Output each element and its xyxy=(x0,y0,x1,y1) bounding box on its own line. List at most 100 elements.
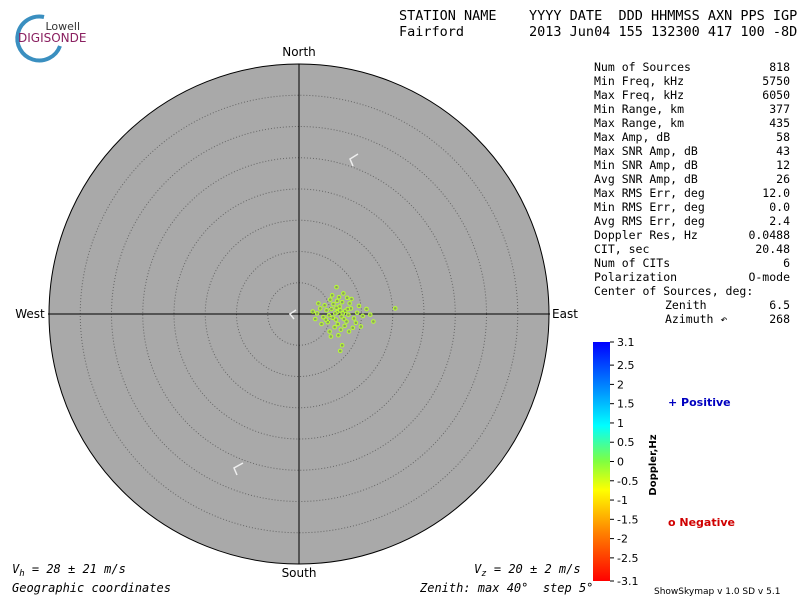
colorbar-tick-label: 3.1 xyxy=(617,336,635,349)
source-point xyxy=(338,327,344,332)
vz-sub: z xyxy=(481,569,486,579)
stat-value: 12.0 xyxy=(762,186,790,200)
source-point xyxy=(356,303,362,309)
source-point xyxy=(317,306,323,311)
logo-top: Lowell xyxy=(45,20,80,33)
source-point xyxy=(341,291,346,296)
stat-label: Num of CITs xyxy=(594,256,670,270)
source-point xyxy=(336,294,342,300)
colorbar-tick-label: -2 xyxy=(617,533,628,546)
stat-label: Min Range, km xyxy=(594,102,684,116)
stat-label: Max Amp, dB xyxy=(594,130,670,144)
source-point xyxy=(337,348,343,354)
header-columns: STATION NAME YYYY DATE DDD HHMMSS AXN PP… xyxy=(399,8,797,24)
source-point xyxy=(349,296,354,302)
stat-value: 43 xyxy=(776,144,790,158)
source-point xyxy=(326,312,332,318)
south-label: South xyxy=(282,566,317,580)
source-point xyxy=(346,329,352,334)
vh-text: = 28 ± 21 m/s xyxy=(25,562,126,576)
positive-legend: + Positive xyxy=(668,396,731,409)
source-point xyxy=(334,298,340,304)
stat-value: 58 xyxy=(776,130,790,144)
colorbar-tick-label: 1 xyxy=(617,417,624,430)
source-point xyxy=(323,317,329,322)
source-point xyxy=(347,301,352,306)
source-point xyxy=(312,316,318,322)
colorbar-tick-label: 1.5 xyxy=(617,398,635,411)
center-value: 6.5 xyxy=(769,298,790,312)
coords-label: Geographic coordinates xyxy=(12,581,171,595)
source-point xyxy=(310,309,316,314)
center-label: Zenith xyxy=(665,298,707,312)
stat-label: Min SNR Amp, dB xyxy=(594,158,698,172)
source-point xyxy=(324,307,329,313)
stat-value: 20.48 xyxy=(755,242,790,256)
stat-label: Min Freq, kHz xyxy=(594,74,684,88)
source-point xyxy=(339,342,345,348)
colorbar-tick-label: -0.5 xyxy=(617,475,638,488)
colorbar-tick-label: 2.5 xyxy=(617,359,635,372)
vz-v: V xyxy=(474,562,482,576)
source-point xyxy=(334,305,339,311)
colorbar-tick-label: 0 xyxy=(617,456,624,469)
source-point xyxy=(331,301,336,307)
vh-sub: h xyxy=(19,569,24,579)
stat-value: 12 xyxy=(776,158,790,172)
source-point xyxy=(360,313,366,319)
header-values: Fairford 2013 Jun04 155 132300 417 100 -… xyxy=(399,24,797,40)
center-label: Azimuth ↶ xyxy=(665,312,727,326)
vz-label: Vz = 20 ± 2 m/s xyxy=(474,562,581,579)
stat-value: 2.4 xyxy=(769,214,790,228)
north-label: North xyxy=(282,45,316,59)
source-point xyxy=(322,302,327,308)
source-point xyxy=(316,301,321,306)
stat-value: 26 xyxy=(776,172,790,186)
source-point xyxy=(353,320,359,326)
colorbar-tick-label: 2 xyxy=(617,378,624,391)
source-point xyxy=(335,321,341,327)
negative-legend: o Negative xyxy=(668,516,735,529)
vz-text: = 20 ± 2 m/s xyxy=(487,562,581,576)
source-point xyxy=(371,319,376,324)
source-point xyxy=(329,306,334,312)
source-point xyxy=(327,329,332,334)
colorbar-tick-label: 0.5 xyxy=(617,436,635,449)
stat-label: Avg SNR Amp, dB xyxy=(594,172,698,186)
source-point xyxy=(314,311,320,316)
source-point xyxy=(351,316,357,321)
marker-chevrons xyxy=(233,153,359,476)
source-point xyxy=(337,307,343,313)
source-point xyxy=(341,316,347,322)
source-point xyxy=(319,321,324,327)
source-point xyxy=(367,312,373,317)
colorbar-tick-label: -1 xyxy=(617,494,628,507)
stat-value: 377 xyxy=(769,102,790,116)
version-label: ShowSkymap v 1.0 SD v 5.1 xyxy=(654,587,780,597)
colorbar xyxy=(593,342,610,581)
zenith-label: Zenith: max 40° step 5° xyxy=(419,581,593,595)
stat-label: Doppler Res, Hz xyxy=(594,228,698,242)
source-point xyxy=(328,334,334,339)
source-point xyxy=(358,324,364,329)
vh-v: V xyxy=(12,562,20,576)
source-point xyxy=(329,292,335,298)
source-point xyxy=(327,297,333,302)
source-point xyxy=(330,315,336,321)
stat-label: Avg RMS Err, deg xyxy=(594,214,705,228)
colorbar-title: Doppler,Hz xyxy=(648,434,659,495)
source-point xyxy=(336,332,341,338)
stat-value: 0.0488 xyxy=(748,228,790,242)
stat-label: Min RMS Err, deg xyxy=(594,200,705,214)
colorbar-tick-label: -3.1 xyxy=(617,575,638,588)
source-point xyxy=(346,312,351,317)
stat-label: CIT, sec xyxy=(594,242,649,256)
east-label: East xyxy=(552,307,578,321)
stat-value: 435 xyxy=(769,116,790,130)
stat-label: Max SNR Amp, dB xyxy=(594,144,698,158)
stat-label: Max Range, km xyxy=(594,116,684,130)
center-title: Center of Sources, deg: xyxy=(594,284,753,298)
source-point xyxy=(345,306,351,312)
stat-value: 6 xyxy=(783,256,790,270)
